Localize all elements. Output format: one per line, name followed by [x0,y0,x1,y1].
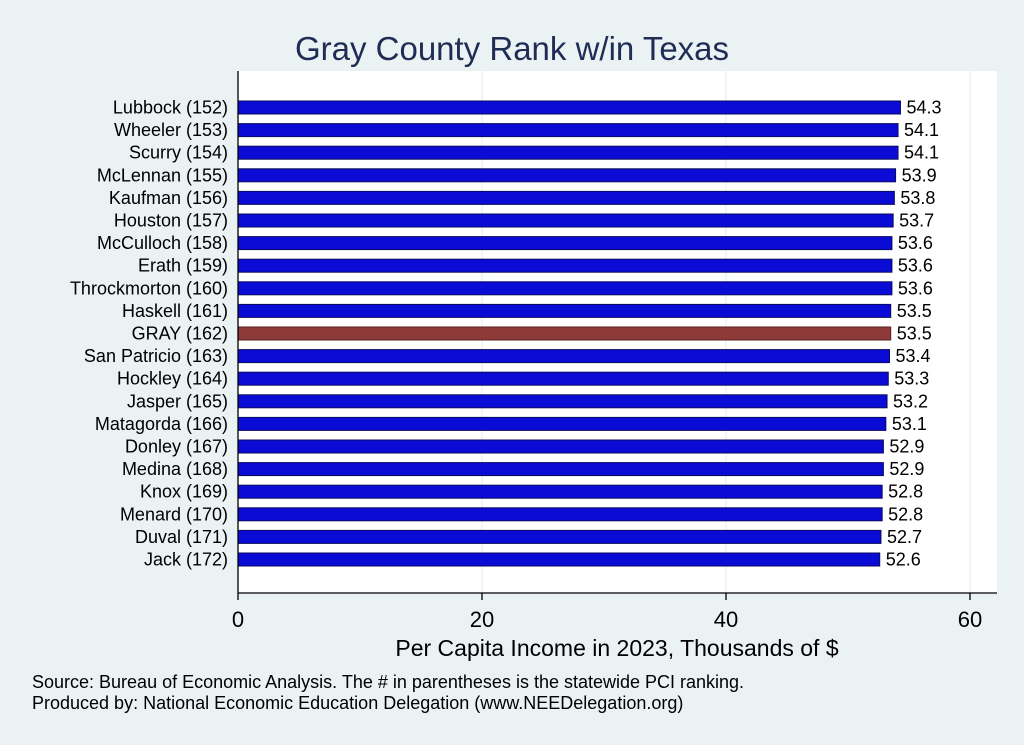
bar [237,190,895,205]
data-label: 52.9 [889,459,924,479]
bar [237,507,883,522]
category-label: Kaufman (156) [109,188,228,208]
data-label: 53.7 [899,211,934,231]
category-label: Houston (157) [114,211,228,231]
x-axis-title: Per Capita Income in 2023, Thousands of … [395,635,838,661]
data-label: 53.5 [897,324,932,344]
bar [237,145,899,160]
bar [237,258,893,273]
x-tick-label: 0 [232,607,244,632]
category-label: Jasper (165) [127,391,228,411]
data-label: 52.8 [888,482,923,502]
data-label: 52.6 [886,550,921,570]
bar [237,462,884,477]
x-tick-label: 20 [470,607,494,632]
data-label: 52.8 [888,504,923,524]
bar [237,371,889,386]
category-label: Haskell (161) [122,301,228,321]
bar-highlight [237,326,892,341]
data-label: 53.6 [898,233,933,253]
bar [237,123,899,138]
data-label: 52.9 [889,437,924,457]
x-tick-label: 60 [958,607,982,632]
category-label: McCulloch (158) [97,233,228,253]
category-label: Hockley (164) [117,369,228,389]
bar [237,416,887,431]
bar [237,394,888,409]
category-label: Jack (172) [144,550,228,570]
data-label: 53.6 [898,278,933,298]
producer-note: Produced by: National Economic Education… [32,693,683,713]
category-label: GRAY (162) [132,324,228,344]
bar [237,281,893,296]
data-label: 53.9 [902,165,937,185]
category-label: Donley (167) [125,437,228,457]
bar [237,529,882,544]
bar [237,168,897,183]
category-label: Throckmorton (160) [70,278,228,298]
category-label: Erath (159) [138,256,228,276]
category-label: Wheeler (153) [114,120,228,140]
bar [237,439,884,454]
category-label: Lubbock (152) [113,98,228,118]
data-label: 53.8 [900,188,935,208]
category-label: Knox (169) [140,482,228,502]
bar [237,552,881,567]
data-label: 53.6 [898,256,933,276]
category-label: McLennan (155) [97,165,228,185]
data-label: 53.2 [893,391,928,411]
category-label: San Patricio (163) [84,346,228,366]
data-label: 54.3 [906,98,941,118]
data-label: 53.5 [897,301,932,321]
data-label: 54.1 [904,120,939,140]
category-label: Matagorda (166) [95,414,228,434]
category-label: Menard (170) [120,504,228,524]
bars: Lubbock (152) 54.3 Wheeler (153) 54.1 Scurry… [70,98,942,570]
data-label: 53.4 [895,346,930,366]
axes: 0 20 40 60 [232,71,997,632]
chart-title: Gray County Rank w/in Texas [295,30,729,67]
data-label: 54.1 [904,143,939,163]
category-label: Scurry (154) [129,143,228,163]
category-label: Medina (168) [122,459,228,479]
bar [237,349,890,364]
bar [237,213,894,228]
data-label: 53.3 [894,369,929,389]
source-note: Source: Bureau of Economic Analysis. The… [32,672,744,692]
data-label: 53.1 [892,414,927,434]
bar [237,100,901,115]
bar [237,484,883,499]
category-label: Duval (171) [135,527,228,547]
bar [237,236,893,251]
bar [237,303,892,318]
x-tick-label: 40 [714,607,738,632]
data-label: 52.7 [887,527,922,547]
